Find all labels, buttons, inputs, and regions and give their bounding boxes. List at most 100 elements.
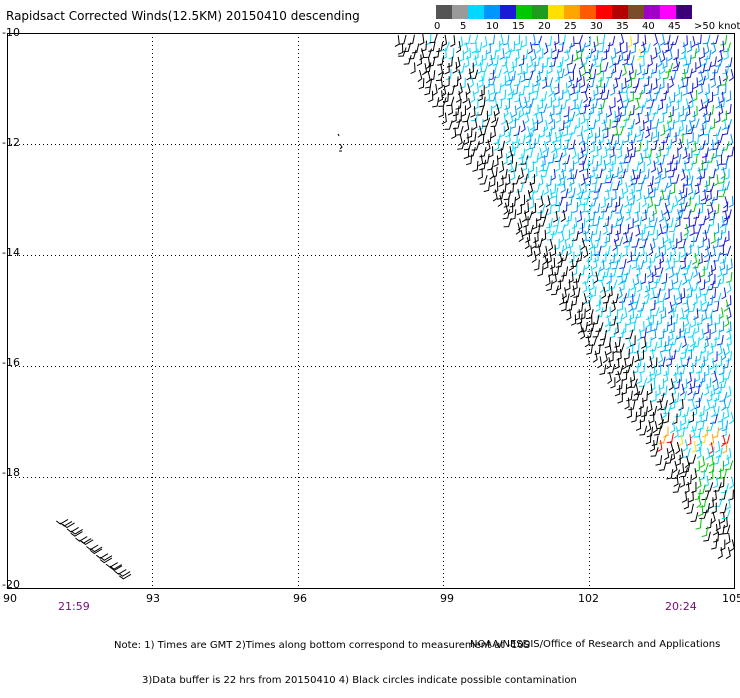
wind-barb <box>679 252 688 263</box>
wind-barb <box>625 314 632 326</box>
wind-barb <box>555 111 561 124</box>
wind-barb <box>621 245 628 257</box>
wind-barb <box>571 146 577 160</box>
wind-barb <box>599 280 605 293</box>
wind-barb <box>438 106 444 118</box>
wind-barb <box>511 84 519 96</box>
wind-barb <box>615 224 621 236</box>
wind-barb <box>627 356 635 367</box>
wind-barb <box>525 132 532 144</box>
wind-barb <box>529 197 535 210</box>
wind-barb <box>452 105 460 117</box>
wind-barb <box>664 120 670 133</box>
legend-swatch <box>564 5 580 19</box>
wind-barb <box>529 118 535 131</box>
wind-barb <box>650 91 659 101</box>
wind-barb <box>646 420 652 433</box>
wind-barb <box>465 83 471 96</box>
wind-barb <box>569 83 575 96</box>
wind-barb <box>546 230 555 241</box>
wind-barb <box>510 161 518 173</box>
wind-barb <box>712 427 719 439</box>
wind-barb <box>651 435 659 446</box>
credit-line: NOAA/NESDIS/Office of Research and Appli… <box>470 639 721 650</box>
wind-barb <box>447 84 455 96</box>
wind-barb <box>702 229 708 242</box>
wind-barb <box>519 194 526 207</box>
wind-barb <box>492 54 499 66</box>
wind-barb <box>708 497 714 509</box>
wind-barb <box>658 140 665 152</box>
wind-barb <box>614 357 620 370</box>
wind-barb <box>66 526 79 533</box>
wind-barb <box>694 460 700 473</box>
wind-barb <box>667 154 675 165</box>
wind-barb <box>629 287 637 298</box>
wind-barb <box>615 42 622 54</box>
wind-barb <box>570 314 577 326</box>
wind-barb <box>648 225 656 236</box>
wind-barb <box>577 70 582 83</box>
wind-barb <box>594 245 602 256</box>
wind-barb <box>601 159 607 172</box>
wind-barb <box>669 335 678 346</box>
wind-barb <box>485 139 491 152</box>
wind-barb <box>479 85 485 97</box>
wind-barb <box>690 399 696 412</box>
wind-barb <box>608 55 614 69</box>
wind-barb <box>715 447 723 458</box>
wind-barb <box>690 216 698 227</box>
wind-barb <box>660 90 668 102</box>
wind-barb <box>545 274 551 287</box>
time-label-right: 20:24 <box>665 600 697 613</box>
wind-barb <box>722 64 730 75</box>
wind-barb <box>624 195 630 208</box>
wind-barb <box>663 370 669 383</box>
wind-barb <box>617 328 625 339</box>
wind-barb <box>698 237 704 249</box>
island-marks <box>337 133 343 152</box>
wind-barb <box>694 370 700 383</box>
wind-barb <box>496 189 505 200</box>
wind-barb <box>562 139 569 150</box>
wind-barb <box>481 49 487 62</box>
wind-barb <box>652 47 658 60</box>
wind-barb <box>692 105 698 118</box>
wind-barb <box>624 348 630 360</box>
wind-barb <box>637 174 647 185</box>
wind-barb <box>105 562 118 568</box>
wind-barb <box>485 132 492 144</box>
wind-barb <box>618 97 624 110</box>
wind-barb <box>562 239 568 252</box>
wind-barb <box>538 195 544 208</box>
wind-barb <box>704 238 711 251</box>
wind-barb <box>642 140 649 152</box>
wind-barb <box>630 300 639 310</box>
wind-barb <box>699 469 705 481</box>
wind-barb <box>719 253 727 264</box>
wind-barb <box>603 42 611 53</box>
wind-barb <box>424 84 432 96</box>
wind-barb <box>514 34 521 46</box>
wind-barb <box>530 34 536 47</box>
wind-barb <box>686 434 692 447</box>
wind-barb <box>697 82 703 95</box>
wind-barb <box>704 49 712 60</box>
wind-barb <box>504 48 512 59</box>
wind-barb <box>441 112 447 125</box>
wind-barb <box>710 260 717 272</box>
wind-barb <box>576 302 584 313</box>
wind-barb <box>552 265 560 276</box>
wind-barb <box>670 35 679 46</box>
wind-barb <box>719 490 727 501</box>
wind-barb <box>564 49 570 62</box>
wind-barb <box>478 70 485 82</box>
wind-barb <box>703 383 710 396</box>
wind-barb <box>644 280 651 293</box>
wind-barb <box>519 105 525 118</box>
wind-barb <box>725 90 732 102</box>
wind-barb <box>438 97 447 107</box>
wind-barb <box>432 47 440 59</box>
wind-barb <box>666 238 672 251</box>
wind-barb <box>729 411 734 425</box>
